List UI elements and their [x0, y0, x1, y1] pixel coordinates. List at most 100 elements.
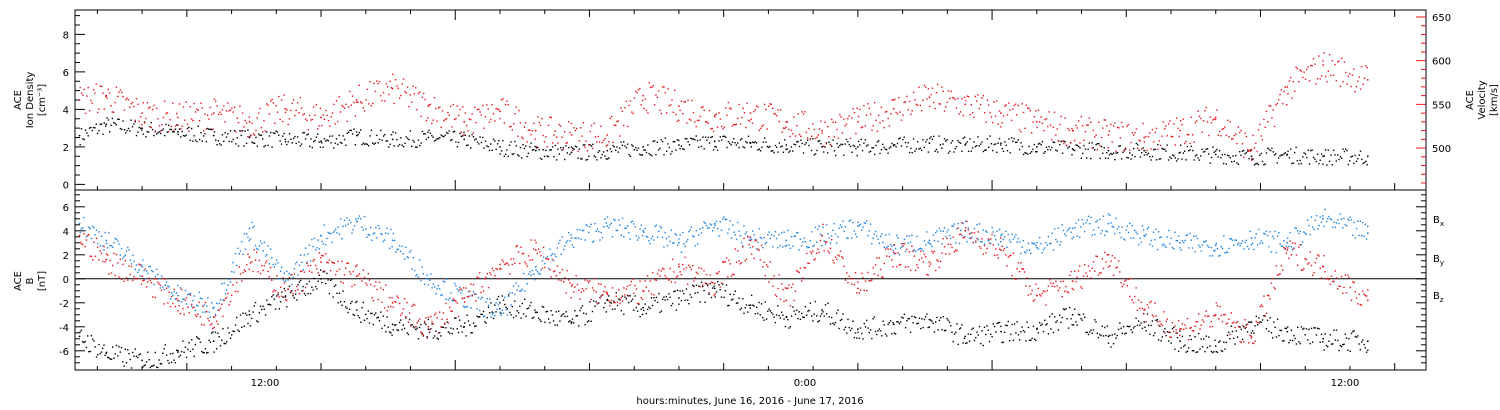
by-point-anchor [928, 239, 931, 242]
velocity-point [1161, 135, 1163, 137]
density-point-anchor [1366, 155, 1369, 158]
bx-point [1355, 336, 1358, 338]
bx-point [1308, 328, 1310, 331]
velocity-point [1108, 130, 1111, 132]
by-point [1136, 233, 1139, 235]
velocity-point [99, 85, 101, 87]
velocity-point [409, 94, 411, 96]
bz-point [631, 278, 634, 280]
velocity-point [1104, 119, 1107, 121]
by-point [376, 237, 378, 239]
density-point [907, 142, 909, 144]
velocity-point [725, 107, 727, 109]
bx-point [757, 312, 759, 315]
density-point [1116, 152, 1119, 154]
by-point [309, 260, 312, 262]
bx-point [1239, 326, 1241, 328]
velocity-point [1237, 126, 1240, 128]
density-point [796, 141, 798, 143]
bx-point [987, 329, 989, 331]
density-point [355, 131, 358, 133]
velocity-point [455, 118, 457, 120]
density-point [592, 143, 594, 146]
bz-point [540, 255, 542, 257]
by-point [1359, 220, 1361, 222]
velocity-point [867, 103, 869, 105]
velocity-point [109, 92, 111, 94]
bx-point [1335, 329, 1338, 331]
velocity-point [119, 89, 122, 91]
density-point [1308, 163, 1311, 165]
bx-point [168, 362, 170, 364]
velocity-point [1056, 128, 1058, 130]
velocity-point [1052, 126, 1054, 128]
bz-point [159, 284, 161, 287]
velocity-point [722, 128, 724, 130]
by-point [730, 237, 733, 239]
velocity-point [193, 102, 195, 105]
density-point [1245, 151, 1248, 154]
by-point [869, 223, 872, 225]
bz-point [797, 270, 799, 273]
bz-point [542, 246, 545, 249]
velocity-point [1306, 68, 1308, 71]
density-point [500, 150, 503, 152]
density-point-anchor [105, 123, 108, 126]
density-point-anchor [1179, 151, 1181, 154]
density-point [541, 158, 543, 160]
bx-point [675, 309, 678, 311]
density-point [79, 144, 81, 146]
density-point [452, 131, 454, 133]
bx-point [1136, 324, 1139, 327]
density-point [1002, 150, 1005, 152]
velocity-point [805, 131, 807, 134]
bx-point [1033, 338, 1036, 340]
bz-point [605, 291, 607, 293]
velocity-point [460, 131, 462, 133]
by-point [277, 262, 279, 264]
by-point [705, 224, 708, 227]
by-point [1006, 246, 1008, 248]
bx-point [472, 322, 475, 324]
bz-point [670, 281, 673, 283]
by-point [1097, 226, 1100, 229]
velocity-point [649, 86, 652, 89]
density-point [107, 119, 110, 121]
bz-point [169, 306, 172, 308]
velocity-point [288, 118, 291, 120]
density-point [515, 145, 517, 147]
bx-point [714, 296, 716, 298]
bz-point [162, 277, 164, 280]
density-point [393, 145, 395, 147]
bx-point [366, 317, 368, 320]
velocity-point [318, 125, 320, 127]
bz-point [505, 262, 507, 265]
density-point [616, 146, 618, 148]
bz-point [573, 291, 575, 293]
by-point [134, 268, 136, 271]
density-point [613, 146, 615, 148]
by-point [1189, 232, 1191, 235]
by-point [968, 237, 971, 239]
bx-point [626, 294, 629, 297]
velocity-point [1061, 140, 1064, 142]
velocity-point [600, 125, 602, 128]
bz-point [385, 284, 387, 286]
density-point [680, 145, 683, 147]
by-point [159, 287, 161, 289]
velocity-point [386, 86, 389, 88]
by-point [203, 304, 205, 306]
velocity-point [1112, 125, 1115, 127]
by-point [1337, 219, 1339, 221]
bx-point [1017, 334, 1020, 336]
bx-point [962, 342, 964, 344]
velocity-point [157, 118, 159, 120]
bx-point [916, 323, 918, 325]
bx-point [1224, 348, 1226, 350]
velocity-point [488, 121, 491, 123]
velocity-point [233, 106, 236, 108]
by-point [635, 235, 637, 237]
density-point [1139, 156, 1142, 158]
bx-point [1218, 341, 1220, 343]
bx-point [752, 304, 754, 306]
